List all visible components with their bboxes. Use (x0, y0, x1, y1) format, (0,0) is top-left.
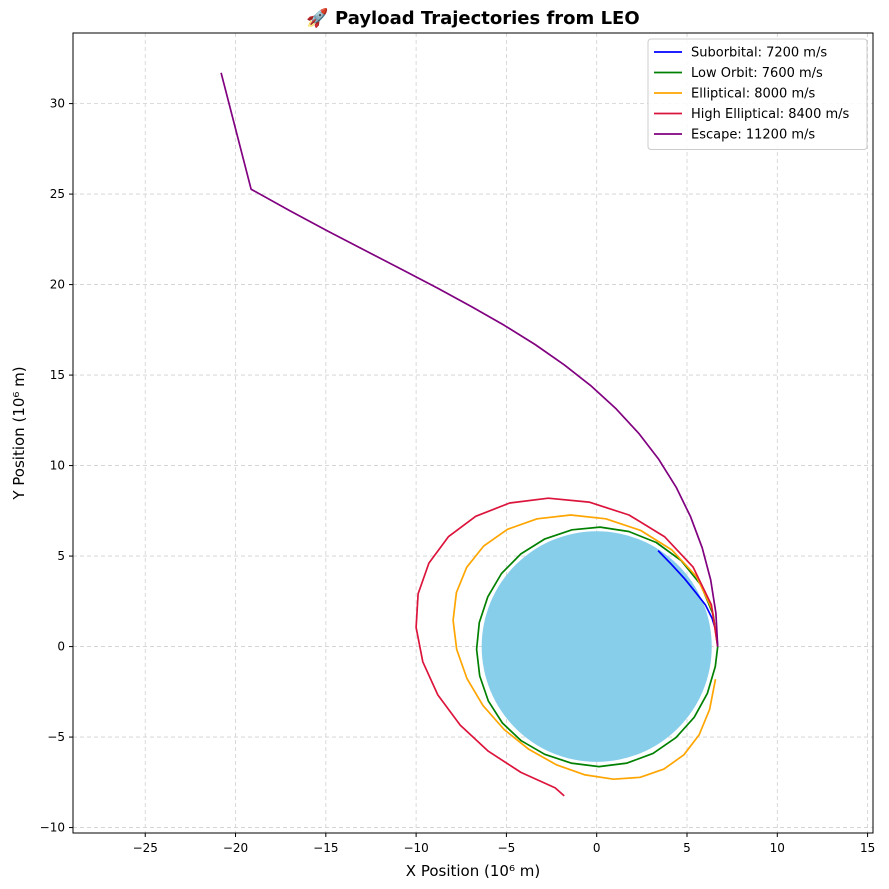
y-tick-label: 15 (50, 368, 65, 382)
chart-title: 🚀 Payload Trajectories from LEO (306, 7, 639, 29)
x-tick-label: −20 (223, 841, 248, 855)
legend-label-4: Escape: 11200 m/s (691, 128, 815, 143)
y-tick-label: 5 (57, 549, 65, 563)
x-tick-label: −5 (498, 841, 516, 855)
x-tick-label: −15 (313, 841, 338, 855)
y-axis-label: Y Position (10⁶ m) (10, 366, 28, 500)
x-tick-label: 5 (683, 841, 691, 855)
y-tick-label: −10 (40, 821, 65, 835)
y-tick-label: 10 (50, 459, 65, 473)
series-line-4 (220, 72, 719, 647)
y-tick-label: 0 (57, 640, 65, 654)
plot-frame (72, 32, 874, 834)
legend-box (647, 38, 868, 150)
x-tick-label: 15 (860, 841, 875, 855)
y-tick-label: 25 (50, 187, 65, 201)
series-line-1 (475, 526, 719, 768)
legend: Suborbital: 7200 m/s Low Orbit: 7600 m/s E… (647, 38, 868, 150)
legend-label-1: Low Orbit: 7600 m/s (691, 66, 823, 81)
y-tick-label: −5 (47, 730, 65, 744)
x-tick-label: −10 (403, 841, 428, 855)
ticks: −25 −20 −15 −10 −5 0 5 10 15 −10 −5 0 5 10 15 20 25 30 (40, 97, 876, 855)
x-tick-label: 10 (770, 841, 785, 855)
legend-label-3: High Elliptical: 8400 m/s (691, 107, 850, 122)
y-tick-label: 30 (50, 97, 65, 111)
legend-label-2: Elliptical: 8000 m/s (691, 87, 816, 102)
planet-disk (481, 531, 712, 762)
series-line-3 (415, 497, 719, 797)
series-line-2 (452, 514, 719, 781)
x-tick-label: 0 (593, 841, 601, 855)
planet-layer (481, 531, 712, 762)
x-axis-label: X Position (10⁶ m) (406, 862, 540, 880)
legend-label-0: Suborbital: 7200 m/s (691, 46, 827, 61)
x-tick-label: −25 (133, 841, 158, 855)
y-tick-label: 20 (50, 278, 65, 292)
series-layer (220, 72, 719, 797)
